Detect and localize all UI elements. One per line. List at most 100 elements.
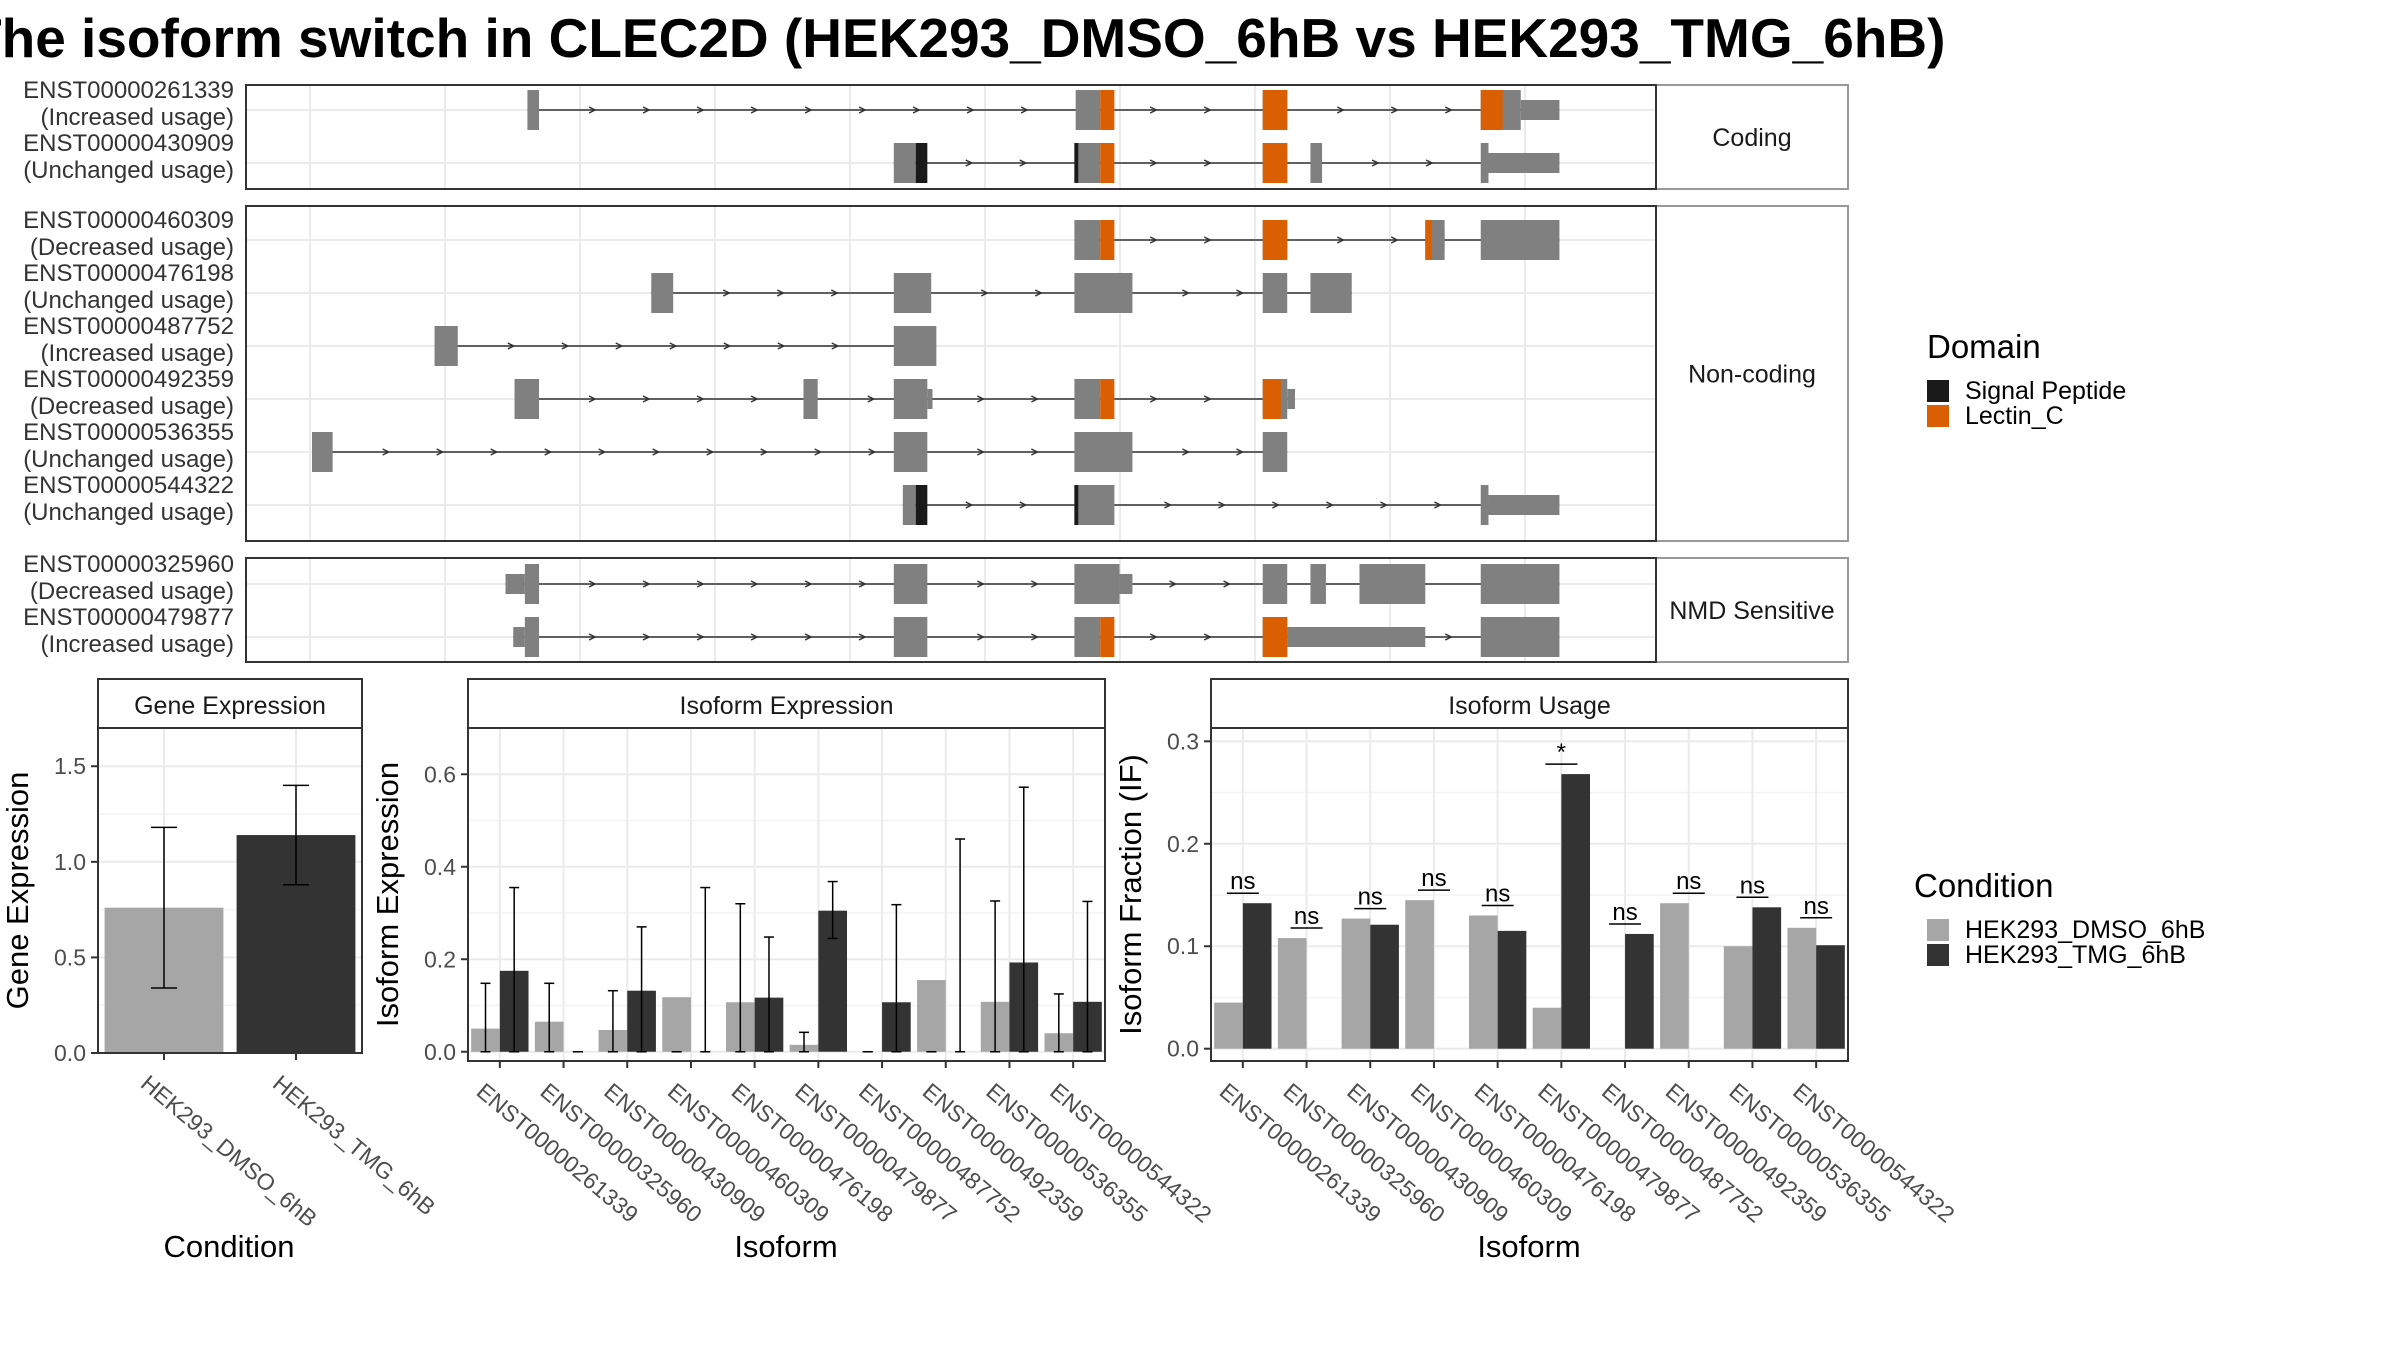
intron-arrow [669,342,678,350]
intron-arrow [1149,395,1158,403]
structure-strip-label: NMD Sensitive [1669,597,1834,625]
bar [1625,933,1654,1049]
intron-arrow [1444,633,1453,641]
bar [1370,924,1399,1049]
intron-arrow [912,106,921,114]
exon [1480,485,1489,525]
y-tick-label: 1.5 [54,753,86,779]
exon [893,432,928,472]
y-tick-label: 0.5 [54,944,86,970]
y-axis-label: Isoform Expression [370,762,405,1027]
intron-arrow [1444,106,1453,114]
y-tick-label: 0.0 [424,1039,456,1065]
isoform-usage-label: (Unchanged usage) [23,157,234,184]
lectin-c-domain [1100,379,1115,419]
lectin-c-domain [1262,220,1288,260]
bar [1660,903,1689,1049]
lectin-c-domain [1100,617,1115,657]
exon [893,273,932,313]
structure-panel-border [245,84,1657,190]
exon [1480,220,1560,260]
exon [1480,617,1560,657]
intron-arrow [976,633,986,641]
lectin-c-domain [1262,90,1288,130]
condition-legend-key [1927,944,1949,966]
intron-arrow [1149,633,1158,641]
panel-title: Gene Expression [134,692,326,720]
exon [434,326,458,366]
intron-arrow [588,580,597,588]
intron-arrow [1019,501,1028,509]
intron-arrow [1236,289,1245,297]
intron-arrow [1030,580,1040,588]
intron-arrow [777,342,786,350]
intron-arrow [1020,106,1029,114]
exon [1262,273,1288,313]
intron-arrow [804,106,813,114]
intron-arrow [976,580,986,588]
intron-arrow [642,633,651,641]
intron-arrow [588,633,597,641]
lectin-c-domain [1480,90,1503,130]
exon [527,90,540,130]
isoform-track: ENST00000536355(Unchanged usage) [23,419,1288,473]
isoform-id-label: ENST00000430909 [23,130,234,157]
exon [1359,564,1426,604]
intron-arrow [1326,501,1335,509]
intron-arrow [1390,106,1399,114]
intron-arrow [858,633,867,641]
y-tick-label: 0.3 [1167,728,1199,754]
isoform-id-label: ENST00000479877 [23,604,234,631]
intron-arrow [1169,580,1178,588]
intron-arrow [588,395,597,403]
exon [524,617,540,657]
isoform-usage-label: (Increased usage) [41,104,234,131]
intron-arrow [696,633,705,641]
exon [1074,220,1101,260]
isoform-usage-label: (Increased usage) [41,631,234,658]
x-axis-label: Isoform [1477,1229,1580,1264]
y-tick-label: 0.2 [1167,831,1199,857]
bar [662,997,691,1052]
figure-title: The isoform switch in CLEC2D (HEK293_DMS… [0,7,1945,69]
lectin-c-domain [1100,143,1115,183]
intron-arrow [642,106,651,114]
y-tick-label: 0.2 [424,946,456,972]
y-tick-label: 0.6 [424,761,456,787]
lectin-c-domain [1100,90,1115,130]
structure-panel-border [245,205,1657,542]
intron-arrow [696,106,705,114]
isoform-usage-label: (Decreased usage) [30,578,234,605]
exon [1074,564,1120,604]
signal-peptide-domain [1074,485,1079,525]
structure-group-2: NMD Sensitive ENST00000325960(Decreased u… [23,551,1849,663]
domain-legend-key [1927,380,1949,402]
intron-arrow [750,580,759,588]
bar [1214,1002,1243,1049]
bar [1816,945,1845,1049]
domain-legend-label: Signal Peptide [1965,377,2126,405]
isoform-track: ENST00000261339(Increased usage) [23,77,1560,131]
lectin-c-domain [1262,143,1288,183]
isoform-usage-label: (Decreased usage) [30,234,234,261]
exon [1262,432,1288,472]
exon [893,617,928,657]
domain-legend-label: Lectin_C [1965,402,2064,430]
intron-arrow [544,448,553,456]
isoform-id-label: ENST00000476198 [23,260,234,287]
significance-label: ns [1230,868,1255,895]
utr-exon [1520,100,1560,120]
intron-arrow [1390,236,1399,244]
utr-exon [927,389,933,409]
exon [893,379,928,419]
exon [1480,564,1560,604]
structure-panel-border [245,557,1657,663]
y-tick-label: 0.0 [54,1040,86,1066]
intron-arrow [561,342,570,350]
exon [1075,90,1101,130]
y-axis-label: Isoform Fraction (IF) [1113,754,1148,1035]
significance-label: * [1557,739,1566,766]
